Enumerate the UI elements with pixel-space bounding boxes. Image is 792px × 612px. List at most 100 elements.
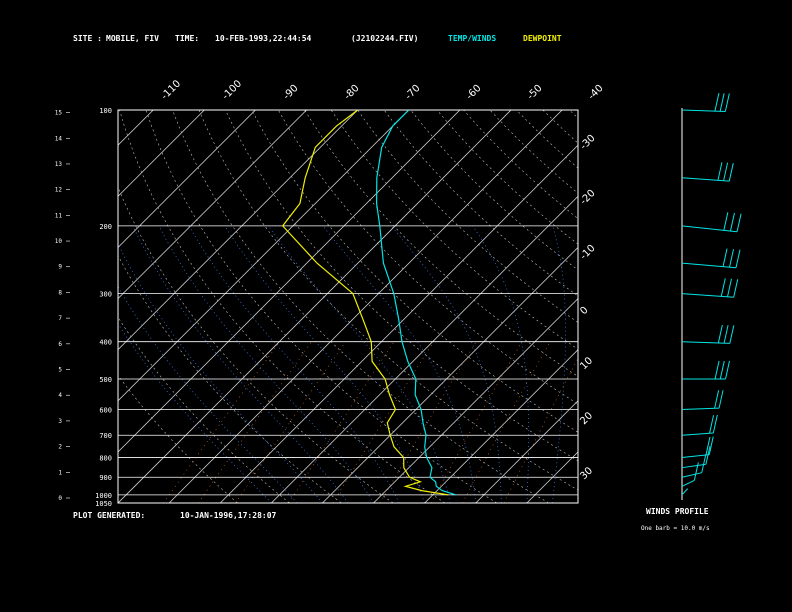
height-tick-label: 12 — [55, 187, 63, 194]
isotherm-line — [629, 110, 792, 503]
mixing-ratio-line — [503, 358, 578, 503]
height-tick-label: 13 — [55, 161, 63, 168]
wind-barb-flag — [736, 213, 742, 232]
height-tick-label: 5 — [58, 367, 62, 374]
wind-barb-flag — [717, 324, 723, 344]
pressure-tick-label: 100 — [99, 107, 112, 115]
moist-adiabat — [552, 225, 566, 503]
sounding-profiles — [281, 110, 456, 496]
moist-adiabat — [188, 225, 400, 503]
height-tick-label: 7 — [58, 315, 62, 322]
pressure-tick-label: 1000 — [95, 492, 112, 500]
dry-adiabat — [357, 110, 578, 323]
isotherm-line — [475, 400, 578, 503]
height-tick-label: 2 — [58, 444, 62, 451]
isotherm-line — [526, 451, 578, 503]
file-name: (J2102244.FIV) — [351, 34, 418, 43]
wind-barb-flag — [719, 360, 725, 380]
wind-barb-flag — [725, 360, 730, 380]
moist-adiabat — [472, 225, 530, 503]
isotherm-label-right: 10 — [578, 355, 595, 372]
height-tick-label: 0 — [58, 495, 62, 502]
pressure-tick-label: 1050 — [95, 500, 112, 508]
isotherm-line — [373, 297, 578, 503]
wind-barb-flag — [729, 325, 735, 344]
temperature-line — [375, 110, 456, 496]
isotherm-label-right: -30 — [578, 133, 597, 152]
wind-barb-flag — [701, 454, 707, 473]
isotherm-line — [424, 349, 578, 503]
dewpoint-line — [281, 110, 449, 496]
isotherm-line — [118, 110, 512, 503]
height-tick-label: 11 — [55, 212, 63, 219]
isotherm-label-right: -20 — [578, 188, 597, 207]
wind-barb-flag — [717, 162, 723, 181]
dry-adiabat — [119, 110, 446, 503]
mixing-ratio-line — [430, 341, 523, 503]
plot-frame — [117, 109, 579, 504]
moist-adiabat — [224, 225, 426, 503]
moist-adiabat — [158, 225, 374, 503]
wind-barb — [681, 407, 720, 410]
wind-barb-flag — [714, 390, 720, 409]
mixing-ratio-line — [235, 341, 346, 503]
wind-barb — [681, 225, 738, 233]
height-tick-label: 6 — [58, 341, 62, 348]
wind-barb — [681, 432, 714, 436]
isotherm-line — [0, 110, 102, 503]
dry-adiabat — [198, 110, 578, 491]
wind-barb-flag — [709, 415, 715, 434]
moist-adiabat — [132, 225, 349, 503]
site-value: MOBILE, FIV — [106, 34, 159, 43]
isotherm-line — [118, 110, 256, 249]
pressure-tick-label: 300 — [99, 291, 112, 299]
dry-adiabat — [569, 110, 578, 119]
wind-barb — [681, 109, 726, 113]
wind-barb-flag — [729, 212, 735, 232]
skew-t-background — [0, 109, 792, 504]
isotherm-line — [118, 110, 461, 453]
isotherm-line — [0, 110, 51, 503]
wind-barb-flag — [722, 248, 728, 267]
height-tick-label: 3 — [58, 418, 62, 425]
pressure-tick-label: 200 — [99, 223, 112, 231]
plot-generated-value: 10-JAN-1996,17:28:07 — [180, 511, 277, 520]
wind-barb — [681, 262, 737, 269]
wind-barb-flag — [723, 212, 729, 231]
moist-adiabat — [118, 285, 298, 503]
dry-adiabat — [118, 254, 342, 503]
wind-barb-flag — [733, 279, 739, 298]
isotherm-label-top: -60 — [464, 83, 483, 102]
dry-adiabat — [118, 186, 394, 503]
height-tick-label: 4 — [58, 392, 62, 399]
wind-barb — [681, 488, 689, 496]
dry-adiabat — [516, 110, 578, 169]
wind-barb-flag — [712, 414, 718, 434]
isotherm-label-top: -40 — [586, 83, 605, 102]
isotherm-line — [219, 144, 578, 503]
plot-area — [0, 110, 792, 503]
pressure-tick-label: 400 — [99, 339, 112, 347]
winds-scale-note: One barb = 10.0 m/s — [641, 525, 710, 532]
wind-barb — [681, 341, 730, 344]
wind-barb-flag — [714, 360, 720, 380]
height-tick-label: 10 — [55, 238, 63, 245]
moist-adiabat — [390, 225, 502, 503]
wind-barb-flag — [708, 436, 714, 455]
pressure-tick-label: 600 — [99, 406, 112, 414]
dry-adiabat — [330, 110, 578, 350]
wind-barb-flag — [719, 93, 725, 112]
height-tick-label: 9 — [58, 264, 62, 271]
isotherm-line — [118, 110, 154, 146]
moist-adiabat — [322, 225, 477, 503]
wind-barb-flag — [728, 162, 734, 182]
dry-adiabat — [251, 110, 578, 433]
pressure-tick-label: 500 — [99, 376, 112, 384]
winds-profile-title: WINDS PROFILE — [646, 507, 709, 516]
moist-adiabat — [118, 243, 323, 503]
time-value: 10-FEB-1993,22:44:54 — [215, 34, 312, 43]
dry-adiabat — [118, 316, 290, 503]
isotherm-line — [322, 246, 578, 503]
mixing-ratio-line — [163, 341, 281, 503]
